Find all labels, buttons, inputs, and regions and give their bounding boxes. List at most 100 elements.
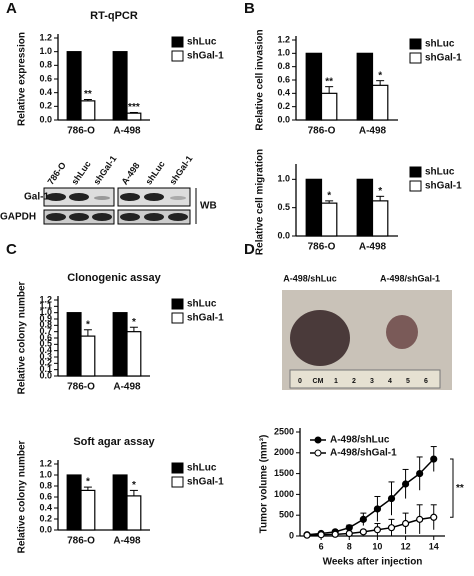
y-tick-label: 0.0 [39, 524, 52, 534]
marker [401, 480, 410, 488]
blot-row-label: GAPDH [0, 212, 36, 223]
x-tick-label: 786-O [67, 536, 95, 547]
y-tick-label: 0.2 [277, 101, 290, 111]
chart-title: Soft agar assay [73, 436, 155, 448]
y-tick-label: 0 [289, 530, 294, 540]
marker [359, 528, 367, 536]
ruler-label: 3 [370, 378, 374, 385]
x-tick-label: 14 [429, 541, 439, 551]
y-tick-label: 0.4 [39, 345, 52, 355]
marker [430, 455, 438, 463]
bar [80, 335, 96, 377]
tumor [290, 310, 350, 366]
x-tick-label: 786-O [67, 382, 95, 393]
marker [401, 519, 410, 528]
blot-lane-label: 786-O [45, 160, 68, 186]
marker [331, 530, 339, 538]
y-tick-label: 0.4 [277, 88, 290, 98]
legend-swatch [171, 36, 184, 48]
blot-row-label: Gal-1 [24, 192, 49, 203]
y-tick-label: 0.6 [39, 332, 52, 342]
bar [126, 112, 142, 121]
blot-method: WB [200, 201, 217, 212]
band [120, 193, 140, 201]
legend-label: A-498/shGal-1 [330, 448, 397, 459]
marker [373, 526, 382, 534]
band [92, 213, 112, 221]
bar [66, 312, 82, 377]
x-tick-label: A-498 [359, 242, 387, 253]
x-tick-label: 786-O [308, 242, 336, 253]
bar [112, 51, 128, 121]
legend-label: shGal-1 [187, 477, 224, 488]
legend-label: shLuc [425, 167, 455, 178]
marker [317, 531, 325, 539]
y-tick-label: 0.0 [39, 114, 52, 124]
bracket [450, 458, 454, 518]
line [306, 458, 435, 536]
x-axis-label: Weeks after injection [323, 557, 423, 568]
marker [373, 505, 382, 513]
x-tick-label: 12 [401, 541, 411, 551]
band [69, 213, 89, 221]
y-axis-label: Relative colony number [17, 281, 28, 394]
y-tick-label: 0.4 [39, 502, 52, 512]
y-tick-label: 0.2 [39, 358, 52, 368]
marker [416, 470, 424, 478]
legend-label: shLuc [187, 463, 217, 474]
band [46, 213, 66, 221]
chart-title: RT-qPCR [90, 10, 138, 22]
band [94, 196, 110, 200]
ruler-label: 0 [298, 378, 302, 385]
y-tick-label: 1.2 [39, 458, 52, 468]
significance: ** [84, 89, 92, 100]
y-tick-label: 0.4 [39, 87, 52, 97]
y-axis-label: Relative cell migration [255, 149, 266, 255]
photo-label: A-498/shGal-1 [380, 273, 440, 283]
y-tick-label: 0.0 [277, 114, 290, 124]
legend-label: shLuc [425, 39, 455, 50]
ruler-label: CM [313, 378, 324, 385]
marker [345, 524, 353, 532]
bar [356, 52, 374, 121]
bar [305, 52, 323, 121]
legend-label: shGal-1 [187, 313, 224, 324]
significance: * [86, 319, 90, 330]
legend-swatch [409, 52, 422, 64]
bar [80, 100, 96, 121]
band [170, 196, 186, 200]
y-tick-label: 1.0 [39, 46, 52, 56]
legend-marker [314, 436, 322, 444]
y-tick-label: 0.3 [39, 351, 52, 361]
significance: * [132, 317, 136, 328]
y-tick-label: 0.6 [39, 73, 52, 83]
y-axis-label: Relative cell invasion [255, 29, 266, 130]
x-tick-label: A-498 [113, 382, 141, 393]
x-tick-label: A-498 [113, 536, 141, 547]
blot-lane-label: shGal-1 [91, 154, 118, 187]
bar [66, 474, 82, 531]
y-tick-label: 0.2 [39, 101, 52, 111]
y-tick-label: 1500 [274, 468, 294, 478]
x-tick-label: A-498 [359, 126, 387, 137]
marker [416, 515, 424, 523]
tumor [386, 315, 418, 349]
panel-letter: C [6, 241, 17, 258]
photo-label: A-498/shLuc [283, 273, 337, 283]
y-tick-label: 0.7 [39, 326, 52, 336]
y-tick-label: 1000 [274, 489, 294, 499]
y-tick-label: 1.0 [277, 174, 290, 184]
y-tick-label: 0.2 [39, 513, 52, 523]
significance: ** [456, 483, 464, 494]
marker [345, 529, 353, 538]
bar [80, 489, 96, 531]
x-tick-label: 786-O [308, 126, 336, 137]
bar [320, 202, 338, 237]
legend-swatch [409, 38, 422, 50]
y-tick-label: 0.8 [39, 320, 52, 330]
bar [112, 474, 128, 531]
x-tick-label: 8 [347, 541, 352, 551]
x-tick-label: 10 [372, 541, 382, 551]
bar [66, 51, 82, 121]
